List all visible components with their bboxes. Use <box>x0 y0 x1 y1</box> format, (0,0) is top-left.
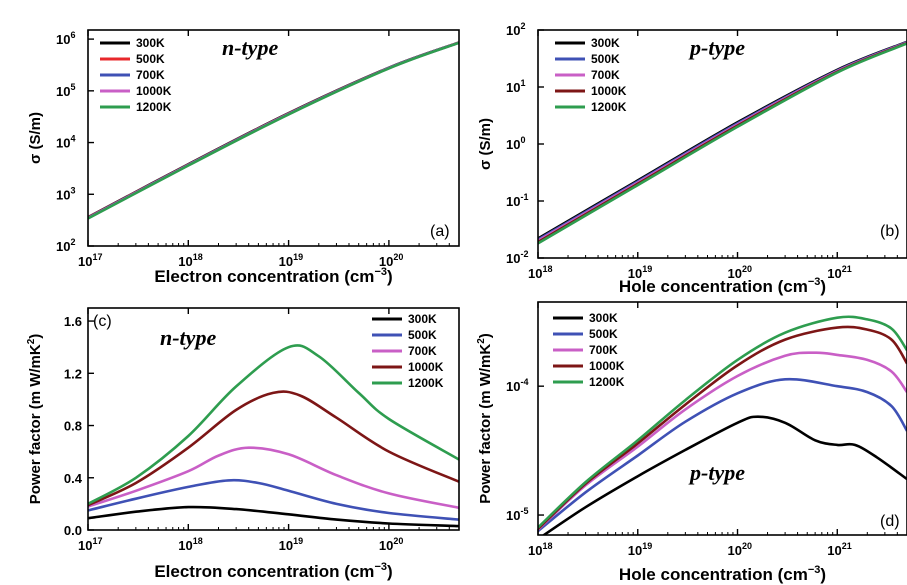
y-tick-label: 104 <box>56 134 75 151</box>
x-tick-label: 1019 <box>279 252 303 269</box>
y-axis-label: Power factor (m W/mK2) <box>476 333 494 504</box>
legend-label-300K: 300K <box>591 36 620 50</box>
series-line-1000K <box>88 390 459 507</box>
chart-panel-a: 1017 1018 1019 1020 102 103 104 105 106 Electron … <box>27 29 460 286</box>
x-axis-label: Electron concentration (cm−3) <box>154 561 392 581</box>
y-tick-label: 102 <box>506 21 525 38</box>
legend-label-500K: 500K <box>591 52 620 66</box>
y-tick-label: 10-5 <box>506 506 528 523</box>
legend-label-1200K: 1200K <box>589 375 625 389</box>
legend-label-1200K: 1200K <box>136 100 172 114</box>
series-line-300K <box>88 505 459 528</box>
x-axis-label: Hole concentration (cm−3) <box>619 276 826 296</box>
series-line-500K <box>538 377 907 533</box>
legend-label-1000K: 1000K <box>408 360 444 374</box>
series-line-1200K <box>88 344 459 506</box>
legend-label-700K: 700K <box>136 68 165 82</box>
legend-label-300K: 300K <box>408 312 437 326</box>
chart-panel-d: 1018 1019 1020 1021 10-5 10-4 Hole concentrati… <box>476 301 907 584</box>
x-tick-label: 1018 <box>178 536 202 553</box>
y-tick-label: 10-1 <box>506 192 528 209</box>
y-tick-label: 101 <box>506 78 525 95</box>
panel-label: (d) <box>880 513 900 530</box>
type-annotation: n-type <box>160 325 216 350</box>
type-annotation: p-type <box>688 35 745 60</box>
panel-label: (a) <box>430 223 450 240</box>
y-tick-label: 102 <box>56 237 75 254</box>
type-annotation: p-type <box>688 460 745 485</box>
legend-label-1000K: 1000K <box>136 84 172 98</box>
series-line-300K <box>541 415 907 535</box>
x-tick-label: 1018 <box>528 264 552 281</box>
series-line-700K <box>88 446 459 510</box>
series-line-1200K <box>88 41 459 220</box>
y-tick-label: 10-2 <box>506 249 528 266</box>
y-tick-label: 0.0 <box>64 523 82 538</box>
legend-label-700K: 700K <box>408 344 437 358</box>
legend-label-1000K: 1000K <box>589 359 625 373</box>
x-axis-label: Hole concentration (cm−3) <box>619 564 826 584</box>
x-tick-label: 1019 <box>628 541 652 558</box>
x-tick-label: 1020 <box>379 536 403 553</box>
y-tick-label: 106 <box>56 30 75 47</box>
x-tick-label: 1020 <box>379 252 403 269</box>
legend-label-500K: 500K <box>589 327 618 341</box>
panel-label: (b) <box>880 223 900 240</box>
x-tick-label: 1018 <box>528 541 552 558</box>
series-line-1200K <box>538 42 907 245</box>
legend-label-500K: 500K <box>136 52 165 66</box>
legend-label-300K: 300K <box>136 36 165 50</box>
y-tick-label: 0.4 <box>64 471 83 486</box>
y-tick-label: 105 <box>56 82 75 99</box>
panel-label: (c) <box>93 313 112 330</box>
legend-label-500K: 500K <box>408 328 437 342</box>
y-tick-label: 1.2 <box>64 366 82 381</box>
x-tick-label: 1017 <box>78 252 102 269</box>
type-annotation: n-type <box>222 35 278 60</box>
x-tick-label: 1021 <box>827 264 851 281</box>
x-tick-label: 1019 <box>279 536 303 553</box>
series-line-1200K <box>538 315 907 529</box>
legend-label-700K: 700K <box>589 343 618 357</box>
y-tick-label: 1.6 <box>64 314 82 329</box>
x-tick-label: 1020 <box>728 264 752 281</box>
y-tick-label: 10-4 <box>506 377 528 394</box>
legend-label-300K: 300K <box>589 311 618 325</box>
series-line-1000K <box>538 325 907 530</box>
x-tick-label: 1021 <box>827 541 851 558</box>
y-tick-label: 103 <box>56 185 75 202</box>
legend-label-1000K: 1000K <box>591 84 627 98</box>
x-tick-label: 1018 <box>178 252 202 269</box>
y-axis-label: σ (S/m) <box>27 112 44 164</box>
x-tick-label: 1017 <box>78 536 102 553</box>
y-axis-label: σ (S/m) <box>477 118 494 170</box>
legend-label-1200K: 1200K <box>408 376 444 390</box>
x-axis-label: Electron concentration (cm−3) <box>154 266 392 286</box>
chart-panel-b: 1018 1019 1020 1021 10-2 10-1 100 101 102 Hole co… <box>477 21 907 296</box>
y-tick-label: 100 <box>506 135 525 152</box>
x-tick-label: 1020 <box>728 541 752 558</box>
legend-label-1200K: 1200K <box>591 100 627 114</box>
chart-panel-c: 1017 1018 1019 1020 0.0 0.4 0.8 1.2 1.6 Electron … <box>26 307 460 581</box>
legend-label-700K: 700K <box>591 68 620 82</box>
series-line-500K <box>88 478 459 521</box>
y-tick-label: 0.8 <box>64 419 82 434</box>
y-axis-label: Power factor (m W/mK2) <box>26 334 44 505</box>
x-tick-label: 1019 <box>628 264 652 281</box>
series-line-700K <box>538 351 907 531</box>
